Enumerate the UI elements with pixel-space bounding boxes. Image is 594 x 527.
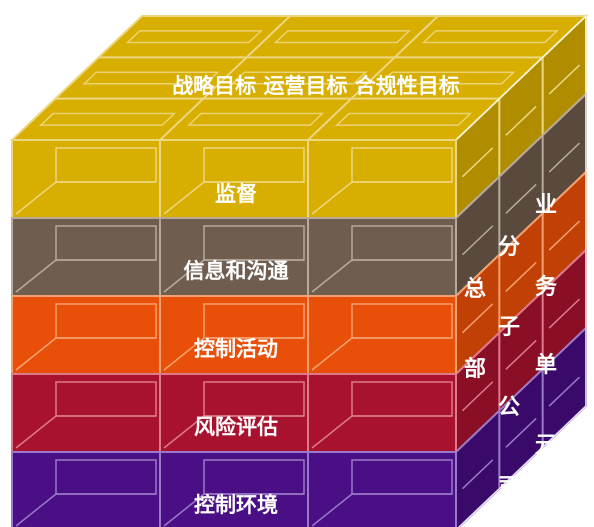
- side-bevel-line: [505, 261, 537, 292]
- side-bevel-line: [505, 105, 537, 136]
- side-bevel-line: [461, 381, 494, 412]
- side-bevel-line: [505, 339, 537, 370]
- front-cell-diagonal: [311, 181, 353, 215]
- front-cell-diagonal: [15, 259, 57, 293]
- layer-label-control-activities: 控制活动: [194, 337, 278, 361]
- front-cell-diagonal: [163, 181, 205, 215]
- top-cell-bevel: [39, 112, 177, 126]
- side-label-unit-3: 单: [535, 353, 557, 378]
- front-cell-diagonal: [311, 415, 353, 449]
- layer-label-risk-assessment: 风险评估: [194, 415, 278, 439]
- cube-top-face: [9, 15, 589, 141]
- layer-label-information: 信息和沟通: [184, 259, 289, 283]
- side-label-unit-2: 务: [535, 275, 558, 300]
- side-bevel-line: [548, 220, 581, 251]
- front-layer-fill: [11, 217, 457, 297]
- side-bevel-line: [461, 303, 494, 334]
- front-cell-diagonal: [163, 259, 205, 293]
- top-cell-bevel: [230, 71, 368, 85]
- side-bevel-line: [548, 298, 581, 329]
- top-cell-bevel: [82, 71, 220, 85]
- side-label-hq-1: 总: [464, 276, 486, 302]
- side-bevel-line: [548, 376, 581, 407]
- side-label-sub-3: 公: [498, 395, 520, 420]
- front-cell-diagonal: [163, 337, 205, 371]
- layer-label-monitoring: 监督: [215, 182, 257, 206]
- side-label-hq-2: 部: [464, 356, 486, 382]
- front-layer-fill: [11, 451, 457, 527]
- objectives-label: 战略目标 运营目标 合规性目标: [172, 74, 460, 98]
- side-label-sub-1: 分: [498, 235, 520, 260]
- front-cell-diagonal: [15, 337, 57, 371]
- side-label-sub-4: 司: [498, 475, 520, 500]
- cube-right-side: [455, 13, 587, 527]
- side-label-unit-4: 元: [535, 433, 557, 458]
- front-cell-diagonal: [311, 493, 353, 527]
- front-cell-diagonal: [163, 493, 205, 527]
- front-cell-diagonal: [15, 415, 57, 449]
- side-bevel-line: [505, 183, 537, 214]
- top-cell-bevel: [421, 30, 559, 44]
- front-cell-diagonal: [311, 259, 353, 293]
- top-grid-line: [159, 15, 291, 141]
- side-label-sub-2: 子: [498, 315, 520, 340]
- top-cell-bevel: [273, 30, 411, 44]
- front-cell-diagonal: [15, 493, 57, 527]
- side-bevel-line: [548, 142, 581, 173]
- front-cell-diagonal: [163, 415, 205, 449]
- side-bevel-line: [505, 417, 537, 448]
- side-bevel-line: [461, 459, 494, 490]
- top-grid-line: [307, 15, 439, 141]
- side-bevel-line: [548, 64, 581, 95]
- top-cell-bevel: [125, 30, 263, 44]
- front-layer-fill: [11, 373, 457, 453]
- front-cell-diagonal: [15, 181, 57, 215]
- layer-label-control-environment: 控制环境: [194, 493, 278, 517]
- front-layer-fill: [11, 139, 457, 219]
- top-cell-bevel: [378, 71, 516, 85]
- top-cell-bevel: [187, 112, 325, 126]
- front-layer-fill: [11, 295, 457, 375]
- side-bevel-line: [461, 225, 494, 256]
- side-label-unit-1: 业: [535, 193, 557, 218]
- side-bevel-line: [461, 147, 494, 178]
- front-cell-diagonal: [311, 337, 353, 371]
- top-cell-bevel: [335, 112, 473, 126]
- cube-front-face: [11, 139, 457, 527]
